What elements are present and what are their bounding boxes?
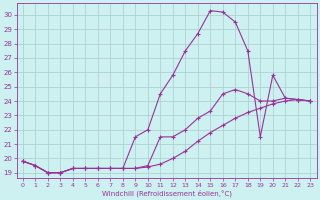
- X-axis label: Windchill (Refroidissement éolien,°C): Windchill (Refroidissement éolien,°C): [101, 189, 232, 197]
